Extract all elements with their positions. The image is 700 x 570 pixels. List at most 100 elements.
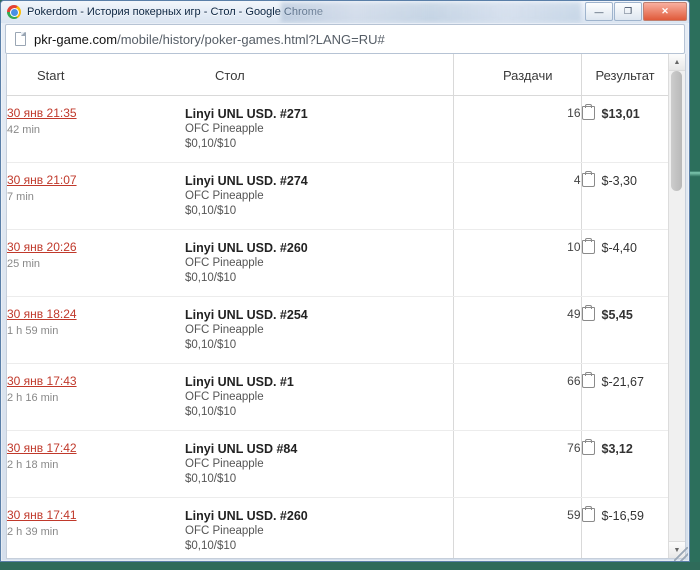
table-header: Start Стол Раздачи Результат [7,54,669,96]
result-value: $5,45 [601,308,633,322]
table-name: Linyi UNL USD. #1 [185,375,294,389]
table-row[interactable]: 30 янв 20:26 25 min Linyi UNL USD. #260 OFC… [7,229,669,297]
cell-start: 30 янв 17:41 2 h 39 min [7,497,185,558]
duration-label: 7 min [7,191,34,203]
table-chip-icon [581,372,595,388]
table-name: Linyi UNL USD. #274 [185,174,308,188]
table-row[interactable]: 30 янв 21:07 7 min Linyi UNL USD. #274 OFC … [7,162,669,230]
cell-result: $5,45 [581,296,669,364]
stakes: $0,10/$10 [185,138,237,150]
page-viewport: Start Стол Раздачи Результат 30 янв 21:3… [6,54,686,559]
duration-label: 25 min [7,258,41,270]
duration-label: 2 h 16 min [7,392,59,404]
browser-window: Pokerdom - История покерных игр - Стол -… [0,0,690,562]
table-row[interactable]: 30 янв 17:43 2 h 16 min Linyi UNL USD. #1 O… [7,363,669,431]
url-host: pkr-game.com [34,31,118,47]
cell-result: $-3,30 [581,162,669,230]
cell-start: 30 янв 20:26 25 min [7,229,185,297]
cell-hands: 16 [453,95,582,163]
start-time-link[interactable]: 30 янв 21:07 [7,173,77,187]
start-time-link[interactable]: 30 янв 18:24 [7,307,77,321]
duration-label: 1 h 59 min [7,325,59,337]
page-document-icon [12,31,30,47]
cell-result: $-4,40 [581,229,669,297]
cell-start: 30 янв 18:24 1 h 59 min [7,296,185,364]
game-history-table: Start Стол Раздачи Результат 30 янв 21:3… [7,54,669,558]
column-header-table: Стол [185,54,454,96]
table-chip-icon [581,238,595,254]
table-chip-icon [581,305,595,321]
cell-table: Linyi UNL USD #84 OFC Pineapple $0,10/$10 [185,430,454,498]
cell-hands: 4 [453,162,582,230]
window-controls: — ❐ ✕ [585,2,687,21]
blurred-tab-region [281,2,581,22]
scroll-up-arrow[interactable]: ▲ [669,54,685,71]
maximize-button[interactable]: ❐ [614,2,642,21]
result-value: $-21,67 [601,375,644,389]
result-value: $-3,30 [601,174,637,188]
start-time-link[interactable]: 30 янв 17:43 [7,374,77,388]
cell-table: Linyi UNL USD. #260 OFC Pineapple $0,10/$1… [185,497,454,558]
desktop-background-bottom [0,562,700,570]
stakes: $0,10/$10 [185,205,237,217]
cell-start: 30 янв 21:07 7 min [7,162,185,230]
cell-table: Linyi UNL USD. #260 OFC Pineapple $0,10/$1… [185,229,454,297]
stakes: $0,10/$10 [185,406,237,418]
start-time-link[interactable]: 30 янв 17:42 [7,441,77,455]
table-chip-icon [581,506,595,522]
table-name: Linyi UNL USD. #254 [185,308,308,322]
url-text: pkr-game.com/mobile/history/poker-games.… [34,32,385,47]
column-header-result: Результат [580,54,669,96]
column-header-start: Start [7,54,185,96]
table-header-row: Start Стол Раздачи Результат [7,54,669,96]
table-row[interactable]: 30 янв 17:42 2 h 18 min Linyi UNL USD #84 O… [7,430,669,498]
cell-result: $-21,67 [581,363,669,431]
url-path: /mobile/history/poker-games.html?LANG=RU… [117,31,385,47]
cell-start: 30 янв 17:42 2 h 18 min [7,430,185,498]
game-type: OFC Pineapple [185,525,264,537]
cell-start: 30 янв 21:35 42 min [7,95,185,163]
start-time-link[interactable]: 30 янв 21:35 [7,106,77,120]
cell-result: $-16,59 [581,497,669,558]
scrollbar-thumb[interactable] [671,71,682,191]
stakes: $0,10/$10 [185,272,237,284]
table-row[interactable]: 30 янв 21:35 42 min Linyi UNL USD. #271 OFC… [7,95,669,163]
game-type: OFC Pineapple [185,123,264,135]
table-row[interactable]: 30 янв 18:24 1 h 59 min Linyi UNL USD. #25… [7,296,669,364]
game-type: OFC Pineapple [185,458,264,470]
duration-label: 42 min [7,124,41,136]
chrome-logo-icon [7,5,21,19]
cell-hands: 66 [453,363,582,431]
game-type: OFC Pineapple [185,190,264,202]
address-bar[interactable]: pkr-game.com/mobile/history/poker-games.… [5,24,685,54]
close-button[interactable]: ✕ [643,2,687,21]
table-chip-icon [581,104,595,120]
window-title: Pokerdom - История покерных игр - Стол -… [27,6,324,18]
game-type: OFC Pineapple [185,257,264,269]
start-time-link[interactable]: 30 янв 20:26 [7,240,77,254]
cell-hands: 10 [453,229,582,297]
table-name: Linyi UNL USD. #260 [185,241,308,255]
table-chip-icon [581,171,595,187]
desktop-background-right [690,0,700,570]
cell-result: $3,12 [581,430,669,498]
cell-hands: 59 [453,497,582,558]
cell-start: 30 янв 17:43 2 h 16 min [7,363,185,431]
minimize-button[interactable]: — [585,2,613,21]
cell-hands: 49 [453,296,582,364]
game-type: OFC Pineapple [185,324,264,336]
table-body: 30 янв 21:35 42 min Linyi UNL USD. #271 OFC… [7,95,669,558]
column-header-hands: Раздачи [453,54,582,96]
start-time-link[interactable]: 30 янв 17:41 [7,508,77,522]
result-value: $3,12 [601,442,633,456]
table-row[interactable]: 30 янв 17:41 2 h 39 min Linyi UNL USD. #26… [7,497,669,558]
duration-label: 2 h 18 min [7,459,59,471]
cell-table: Linyi UNL USD. #254 OFC Pineapple $0,10/$1… [185,296,454,364]
table-name: Linyi UNL USD #84 [185,442,298,456]
stakes: $0,10/$10 [185,540,237,552]
result-value: $-16,59 [601,509,644,523]
cell-table: Linyi UNL USD. #274 OFC Pineapple $0,10/$1… [185,162,454,230]
page-scrollbar[interactable]: ▲ ▼ [668,54,685,558]
resize-handle[interactable] [674,547,688,561]
cell-table: Linyi UNL USD. #271 OFC Pineapple $0,10/$1… [185,95,454,163]
